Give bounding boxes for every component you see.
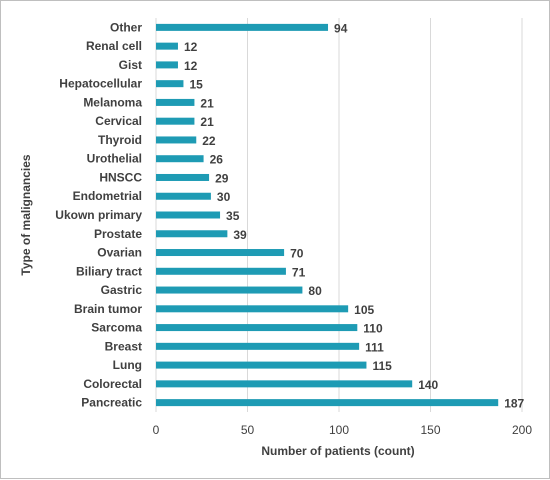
data-label: 187 [504,397,524,411]
data-label: 105 [354,303,374,317]
data-label: 26 [210,153,224,167]
x-tick-label: 100 [329,423,349,437]
category-label: Breast [105,339,142,353]
data-label: 35 [226,209,240,223]
category-label: Urothelial [87,152,142,166]
data-label: 110 [363,322,383,336]
bar [156,80,184,88]
category-label: HNSCC [99,170,142,184]
data-label: 21 [200,115,214,129]
category-labels: Pancreatic Colorectal Lung Breast Sarcoma Bra… [55,20,142,409]
bar [156,267,286,275]
category-label: Prostate [94,227,142,241]
bars [156,23,499,407]
data-label: 140 [418,378,438,392]
category-label: Ovarian [97,246,142,260]
x-tick-label: 150 [420,423,440,437]
category-label: Cervical [95,114,142,128]
bar [156,324,358,332]
bar [156,192,211,200]
bar [156,42,178,50]
bar [156,230,228,238]
bar [156,342,360,350]
x-tick-label: 200 [512,423,532,437]
data-label: 39 [233,228,247,242]
data-label: 70 [290,247,304,261]
category-label: Renal cell [86,39,142,53]
data-label: 71 [292,265,306,279]
category-label: Pancreatic [81,396,142,410]
bar [156,61,178,69]
category-label: Brain tumor [74,302,142,316]
data-label: 94 [334,21,348,35]
category-label: Sarcoma [91,321,142,335]
bar [156,117,195,125]
x-tick-label: 0 [153,423,160,437]
bar [156,399,499,407]
x-axis-title: Number of patients (count) [261,444,414,458]
data-label: 21 [200,96,214,110]
category-label: Colorectal [83,377,142,391]
bar [156,155,204,163]
bar [156,98,195,106]
data-label: 22 [202,134,216,148]
category-label: Ukown primary [55,208,142,222]
bar [156,173,210,181]
bar [156,211,221,219]
bar [156,380,413,388]
bar [156,286,303,294]
data-label: 12 [184,40,198,54]
category-label: Gastric [101,283,143,297]
category-label: Lung [113,358,142,372]
category-label: Biliary tract [76,264,142,278]
category-label: Thyroid [98,133,142,147]
data-label: 111 [365,340,384,354]
category-label: Hepatocellular [59,77,142,91]
bar [156,136,197,144]
category-label: Endometrial [73,189,142,203]
bar [156,249,285,257]
x-tick-labels: 0 50 100 150 200 [153,423,533,437]
data-label: 15 [189,78,203,92]
data-label: 30 [217,190,231,204]
category-label: Other [110,20,142,34]
category-label: Melanoma [83,95,142,109]
bar [156,23,329,31]
y-axis-title: Type of malignancies [19,154,33,275]
bar [156,361,367,369]
data-label: 29 [215,171,229,185]
data-label: 80 [308,284,322,298]
bar [156,305,349,313]
x-tick-label: 50 [241,423,255,437]
category-label: Gist [119,58,142,72]
data-label: 115 [372,359,392,373]
data-label: 12 [184,59,198,73]
